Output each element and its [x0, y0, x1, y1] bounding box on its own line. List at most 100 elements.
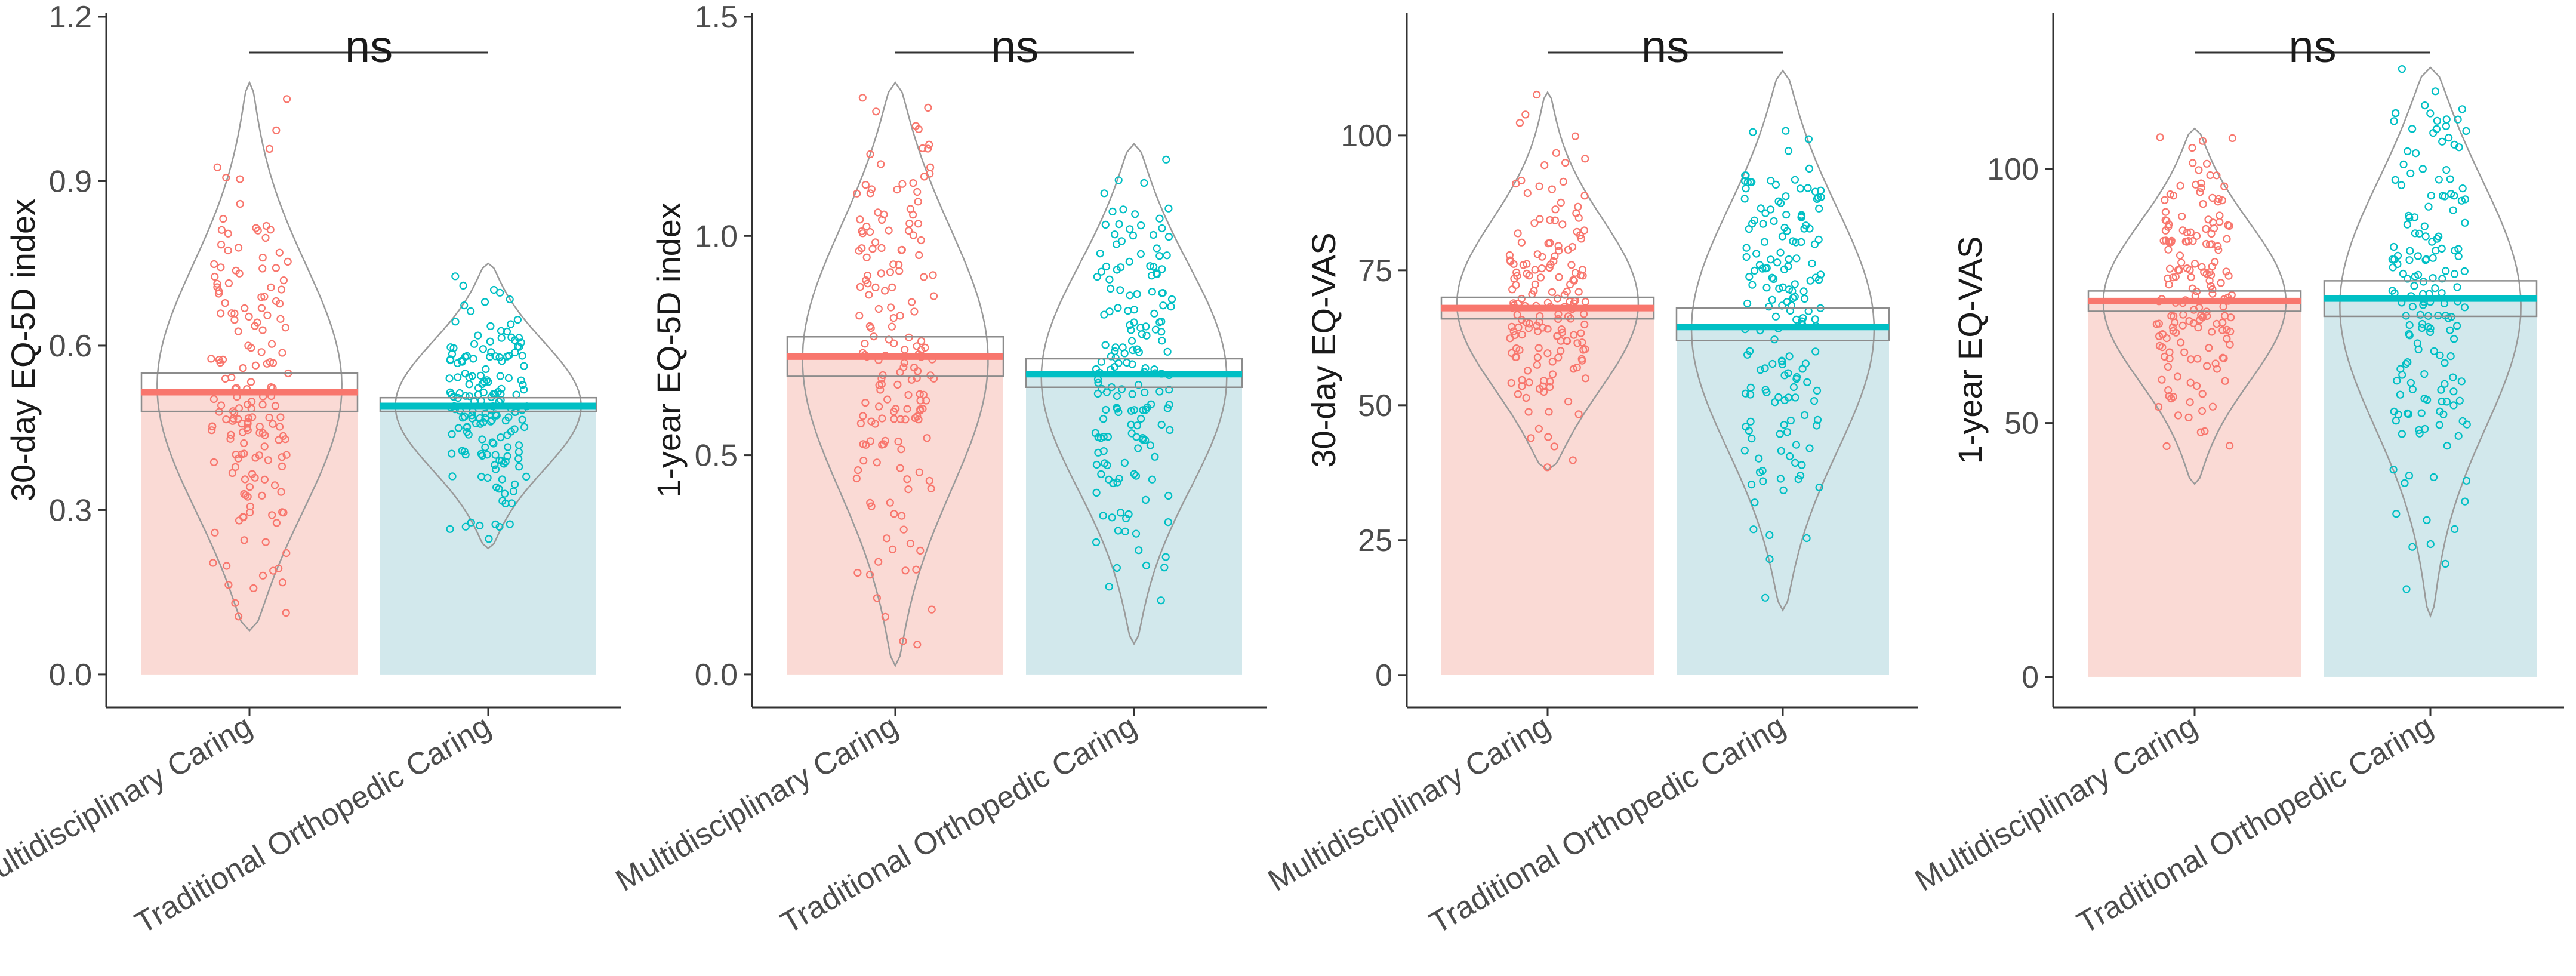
data-point	[1536, 273, 1545, 282]
data-point	[1776, 430, 1784, 438]
data-point	[1105, 583, 1113, 591]
data-point	[1117, 385, 1126, 393]
data-point	[2418, 165, 2427, 173]
data-point	[925, 476, 933, 485]
data-point	[2410, 282, 2418, 290]
data-point	[1581, 155, 1589, 163]
data-point	[257, 348, 266, 356]
data-point	[867, 502, 876, 510]
data-point	[2449, 401, 2458, 410]
data-point	[1573, 339, 1582, 347]
data-point	[1121, 514, 1130, 522]
data-point	[2406, 169, 2415, 177]
data-point	[911, 414, 919, 423]
data-point	[1761, 264, 1770, 273]
data-point	[480, 298, 489, 306]
data-point	[476, 521, 484, 530]
data-point	[1566, 280, 1574, 289]
data-point	[224, 581, 233, 589]
data-point	[1815, 483, 1823, 492]
y-tick-label: 0.5	[695, 439, 738, 473]
data-point	[1128, 360, 1136, 368]
data-point	[1115, 475, 1123, 483]
data-point	[919, 144, 927, 152]
data-point	[461, 370, 469, 378]
data-point	[467, 518, 475, 527]
data-point	[236, 199, 244, 208]
data-point	[2195, 166, 2203, 174]
data-point	[1755, 454, 1763, 463]
data-point	[915, 468, 923, 476]
y-tick-label: 0	[2022, 660, 2039, 695]
data-point	[1745, 426, 1753, 435]
data-point	[2196, 428, 2205, 436]
data-point	[1767, 255, 1775, 264]
data-point	[894, 437, 902, 446]
data-point	[1746, 347, 1754, 355]
data-point	[2427, 192, 2435, 200]
data-point	[871, 283, 880, 291]
data-point	[1553, 294, 1562, 303]
data-point	[495, 522, 504, 531]
data-point	[491, 520, 500, 529]
data-point	[1142, 561, 1151, 569]
data-point	[2461, 195, 2469, 204]
data-point	[511, 348, 519, 357]
data-point	[1126, 225, 1134, 233]
data-point	[258, 326, 267, 334]
data-point	[895, 267, 904, 275]
data-point	[1099, 447, 1108, 455]
data-point	[222, 415, 230, 424]
data-point	[1106, 284, 1115, 293]
data-point	[1147, 272, 1156, 280]
data-point	[1512, 353, 1521, 361]
data-point	[856, 419, 865, 428]
y-tick-label: 25	[1358, 524, 1392, 558]
data-point	[919, 405, 927, 413]
data-point	[2454, 252, 2463, 260]
data-point	[1151, 325, 1160, 334]
data-point	[1167, 295, 1176, 303]
data-point	[519, 380, 527, 389]
data-point	[1511, 331, 1519, 340]
data-point	[2158, 343, 2167, 352]
data-point	[1533, 361, 1541, 369]
data-point	[261, 233, 270, 242]
data-point	[2189, 159, 2197, 167]
data-point	[217, 226, 226, 234]
data-point	[278, 453, 286, 461]
data-point	[1117, 237, 1126, 245]
data-point	[1564, 397, 1573, 406]
data-point	[1779, 283, 1787, 291]
data-point	[2393, 377, 2401, 385]
data-point	[2217, 279, 2225, 287]
data-point	[866, 189, 874, 198]
data-point	[1097, 470, 1105, 478]
data-point	[217, 309, 225, 318]
data-point	[877, 215, 886, 224]
data-point	[858, 244, 866, 253]
data-point	[878, 414, 886, 423]
data-point	[1792, 441, 1801, 449]
data-point	[1786, 452, 1794, 461]
data-point	[911, 122, 920, 130]
data-point	[1101, 220, 1110, 229]
data-point	[928, 605, 936, 614]
data-point	[913, 187, 922, 196]
data-point	[207, 355, 215, 363]
data-point	[1531, 280, 1539, 288]
data-point	[1158, 289, 1167, 297]
data-point	[1761, 364, 1769, 372]
data-point	[1163, 404, 1172, 412]
data-point	[859, 412, 867, 420]
data-point	[855, 312, 864, 320]
data-point	[1810, 240, 1819, 248]
data-point	[1755, 468, 1764, 476]
data-point	[1801, 411, 1809, 420]
data-point	[1548, 358, 1557, 366]
data-point	[2167, 312, 2176, 320]
data-point	[258, 571, 267, 580]
data-point	[448, 472, 457, 481]
data-point	[920, 173, 929, 181]
